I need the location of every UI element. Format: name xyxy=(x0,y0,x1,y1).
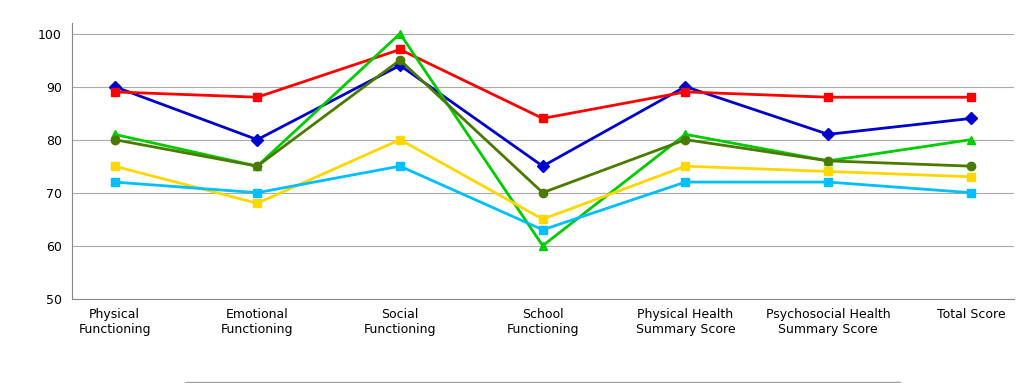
CKD Stage IIIa xyxy=(679,132,691,137)
CKD Stage II xyxy=(109,90,121,94)
Legend: CKD Stage I, CKD Stage II, CKD Stage IIIa, CKD Stage IIIb, CKD Stage IV, CKD Sta: CKD Stage I, CKD Stage II, CKD Stage III… xyxy=(184,382,901,383)
CKD Stage IIIb xyxy=(537,190,549,195)
Line: CKD Stage IIIa: CKD Stage IIIa xyxy=(111,29,975,250)
Line: CKD Stage II: CKD Stage II xyxy=(111,45,975,123)
CKD Stage V xyxy=(109,180,121,184)
CKD Stage I xyxy=(394,63,407,68)
CKD Stage IV xyxy=(965,175,977,179)
CKD Stage IIIa xyxy=(822,159,835,163)
CKD Stage IIIa xyxy=(109,132,121,137)
CKD Stage V xyxy=(251,190,263,195)
CKD Stage V xyxy=(537,228,549,232)
CKD Stage IIIb xyxy=(679,137,691,142)
CKD Stage V xyxy=(679,180,691,184)
Line: CKD Stage IV: CKD Stage IV xyxy=(111,136,975,223)
CKD Stage IV xyxy=(679,164,691,169)
CKD Stage IIIa xyxy=(394,31,407,36)
CKD Stage II xyxy=(537,116,549,121)
CKD Stage IIIa xyxy=(537,244,549,248)
CKD Stage V xyxy=(394,164,407,169)
CKD Stage II xyxy=(822,95,835,100)
CKD Stage IIIa xyxy=(965,137,977,142)
CKD Stage I xyxy=(251,137,263,142)
CKD Stage II xyxy=(679,90,691,94)
CKD Stage IV xyxy=(537,217,549,221)
CKD Stage IV xyxy=(109,164,121,169)
CKD Stage IIIb xyxy=(251,164,263,169)
CKD Stage IIIb xyxy=(965,164,977,169)
Line: CKD Stage I: CKD Stage I xyxy=(111,61,975,170)
CKD Stage IIIb xyxy=(822,159,835,163)
CKD Stage IIIb xyxy=(394,58,407,62)
CKD Stage II xyxy=(251,95,263,100)
Line: CKD Stage V: CKD Stage V xyxy=(111,162,975,234)
Line: CKD Stage IIIb: CKD Stage IIIb xyxy=(111,56,975,197)
CKD Stage I xyxy=(965,116,977,121)
CKD Stage I xyxy=(822,132,835,137)
CKD Stage I xyxy=(109,84,121,89)
CKD Stage I xyxy=(679,84,691,89)
CKD Stage IIIa xyxy=(251,164,263,169)
CKD Stage I xyxy=(537,164,549,169)
CKD Stage IV xyxy=(822,169,835,174)
CKD Stage IV xyxy=(394,137,407,142)
CKD Stage V xyxy=(822,180,835,184)
CKD Stage IIIb xyxy=(109,137,121,142)
CKD Stage II xyxy=(965,95,977,100)
CKD Stage IV xyxy=(251,201,263,206)
CKD Stage II xyxy=(394,47,407,52)
CKD Stage V xyxy=(965,190,977,195)
